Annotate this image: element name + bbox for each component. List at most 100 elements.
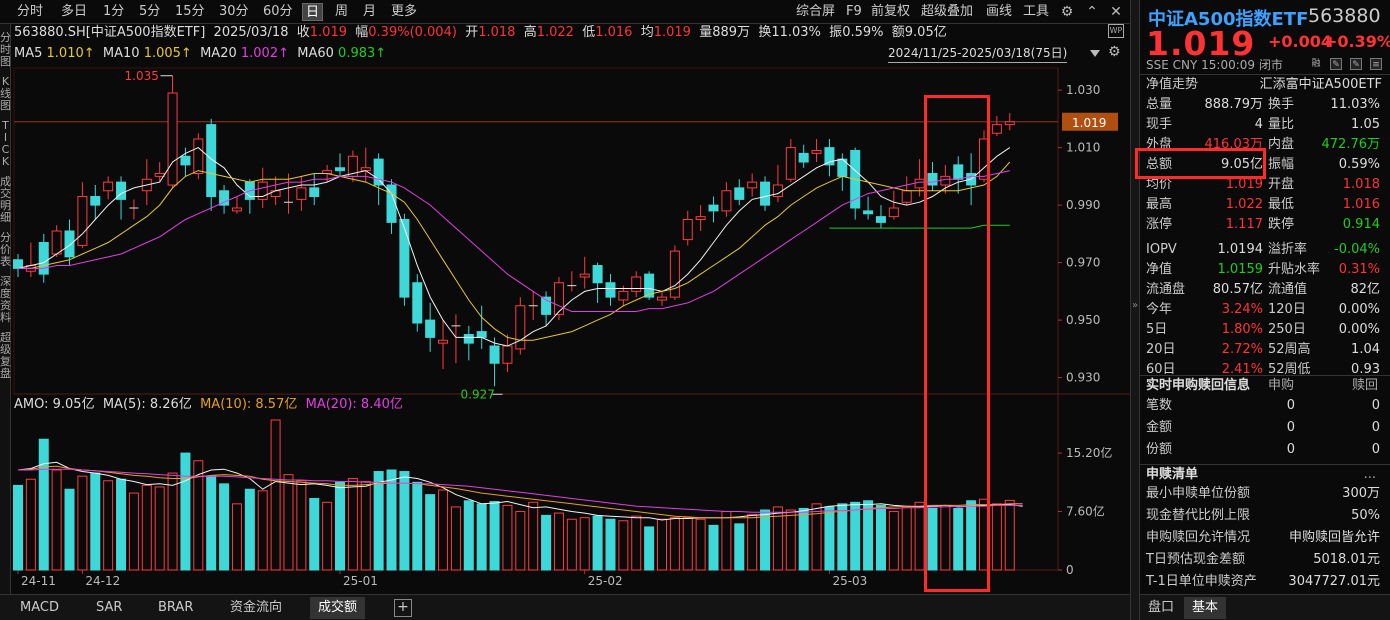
volume-bar (206, 475, 217, 571)
sidebar-item-6[interactable]: 超 级 复 盘 (0, 332, 11, 380)
list-label: 申购赎回允许情况 (1146, 530, 1251, 545)
candle-body (13, 259, 23, 269)
toolbar-item-5[interactable]: 工具 (1023, 4, 1050, 19)
stat-value: 1.04 (1351, 342, 1380, 357)
toolbar-item-0[interactable]: 综合屏 (796, 4, 836, 19)
indicator-tab-1[interactable]: SAR (96, 600, 123, 615)
stat-label: 净值 (1146, 262, 1173, 277)
candle-body (553, 282, 564, 315)
period-tab-10[interactable]: 更多 (391, 4, 418, 19)
stat-value: 11.03% (1330, 97, 1380, 112)
panel-splitter[interactable]: » (1130, 0, 1140, 620)
indicator-tab-3[interactable]: 资金流向 (230, 600, 283, 615)
volume-bar (863, 500, 874, 571)
stat-label: 250日 (1268, 322, 1306, 337)
chart-settings-icon[interactable]: ⚙ (1108, 44, 1121, 60)
period-tab-9[interactable]: 月 (363, 4, 377, 19)
period-tab-8[interactable]: 周 (335, 4, 349, 19)
candle-body (657, 296, 667, 301)
period-tab-4[interactable]: 15分 (175, 4, 205, 19)
period-tab-2[interactable]: 1分 (103, 4, 125, 19)
market-meta: SSE CNY 15:00:09 闭市 (1146, 58, 1283, 72)
volume-bar (953, 507, 964, 571)
period-tab-1[interactable]: 多日 (61, 4, 88, 19)
candle-body (863, 210, 874, 215)
volume-bar (412, 481, 423, 571)
toolbar-item-4[interactable]: 画线 (986, 4, 1013, 19)
stat-value: 416.03万 (1204, 137, 1264, 152)
price-tick-label: 0.930 (1066, 371, 1100, 385)
stat-row: 20日 2.72% 52周高 1.04 (1140, 340, 1390, 360)
collapse-icon[interactable]: » (1132, 300, 1139, 311)
volume-bar (644, 526, 655, 571)
list-value: 50% (1351, 508, 1380, 523)
menu-icon[interactable]: ≡ (1370, 58, 1382, 70)
toolbar-item-2[interactable]: 前复权 (871, 4, 911, 19)
kline-chart: 1.030 1.010 0.990 0.970 0.950 0.930 15.20亿 7.60… (13, 67, 1130, 588)
range-dropdown-icon[interactable] (1090, 50, 1100, 57)
weight-icon[interactable]: WP (1108, 24, 1124, 38)
add-indicator-button[interactable]: + (394, 599, 412, 617)
sidebar-item-2[interactable]: T I C K (1, 120, 10, 168)
period-tab-7[interactable]: 日 (302, 3, 324, 21)
volume-bar (25, 478, 36, 571)
stat-label: 量比 (1268, 117, 1295, 132)
amo-value: AMO: 9.05亿 (14, 397, 95, 412)
realtime-label: 份额 (1146, 442, 1173, 457)
nav-trend-row[interactable]: 净值走势 汇添富中证A500ETF (1140, 74, 1390, 94)
volume-bar (502, 504, 513, 571)
period-tab-3[interactable]: 5分 (139, 4, 161, 19)
ma60-value: 0.983↑ (338, 46, 387, 61)
volume-bar (399, 471, 410, 571)
up-icon[interactable]: ⌃ (1086, 4, 1098, 20)
stat-row: 流通盘 80.57亿 流通值 82亿 (1140, 280, 1390, 300)
amo-ma5-line (17, 461, 1023, 521)
volume-bar (360, 481, 371, 571)
draw-icon[interactable]: ✎ (1350, 58, 1362, 70)
candle-body (695, 216, 706, 220)
period-tab-5[interactable]: 30分 (219, 4, 249, 19)
stat-label: 120日 (1268, 302, 1306, 317)
candle-body (154, 173, 165, 177)
avg-label: 均 (640, 25, 654, 40)
list-header: 申赎清单 ... (1140, 464, 1390, 484)
date-label: 24-11 (21, 574, 56, 588)
indicator-tab-0[interactable]: MACD (20, 600, 59, 615)
candle-body (592, 265, 603, 284)
edit-icon[interactable]: ✎ (1330, 58, 1342, 70)
list-value: 申购赎回皆允许 (1288, 530, 1380, 545)
stat-value: 1.0194 (1217, 242, 1264, 257)
current-price-label: 1.019 (1072, 116, 1106, 130)
indicator-tab-4[interactable]: 成交额 (310, 597, 366, 619)
volume-bar (77, 475, 88, 571)
stat-label: 流通盘 (1146, 282, 1186, 297)
candle-body (721, 190, 732, 212)
stat-row: 总额 9.05亿 振幅 0.59% (1140, 155, 1390, 175)
settings-icon[interactable]: ⚙ (1060, 4, 1074, 20)
sidebar-item-4[interactable]: 分 价 表 (0, 232, 11, 268)
period-tab-6[interactable]: 60分 (263, 4, 293, 19)
panel-tab-1[interactable]: 基本 (1184, 597, 1227, 619)
sidebar-item-1[interactable]: K 线 图 (0, 76, 11, 112)
indicator-tab-2[interactable]: BRAR (158, 600, 194, 615)
period-tab-0[interactable]: 分时 (17, 4, 44, 19)
candle-body (167, 92, 178, 186)
volume-bar (940, 504, 951, 571)
toolbar-item-3[interactable]: 超级叠加 (921, 4, 974, 19)
list-more[interactable]: ... (1363, 467, 1376, 482)
date-range[interactable]: 2024/11/25-2025/03/18(75日) (888, 45, 1068, 63)
toolbar-item-1[interactable]: F9 (846, 4, 862, 19)
close-icon[interactable]: ✕ (1110, 4, 1122, 20)
price-tick-label: 1.010 (1066, 141, 1100, 155)
date-label: 25-02 (588, 574, 623, 588)
stat-row: 60日 2.41% 52周低 0.93 (1140, 360, 1390, 380)
ma5-line (17, 147, 1011, 347)
sidebar-item-5[interactable]: 深 度 资 料 (0, 276, 11, 324)
sidebar-item-3[interactable]: 成 交 明 细 (0, 176, 11, 224)
sidebar-item-0[interactable]: 分 时 图 (0, 32, 11, 68)
volume-bar (257, 490, 268, 571)
candle-body (644, 273, 655, 298)
amo-ma5: MA(5): 8.26亿 (102, 397, 192, 412)
panel-tab-0[interactable]: 盘口 (1148, 600, 1175, 615)
stat-value: 1.80% (1221, 322, 1263, 337)
